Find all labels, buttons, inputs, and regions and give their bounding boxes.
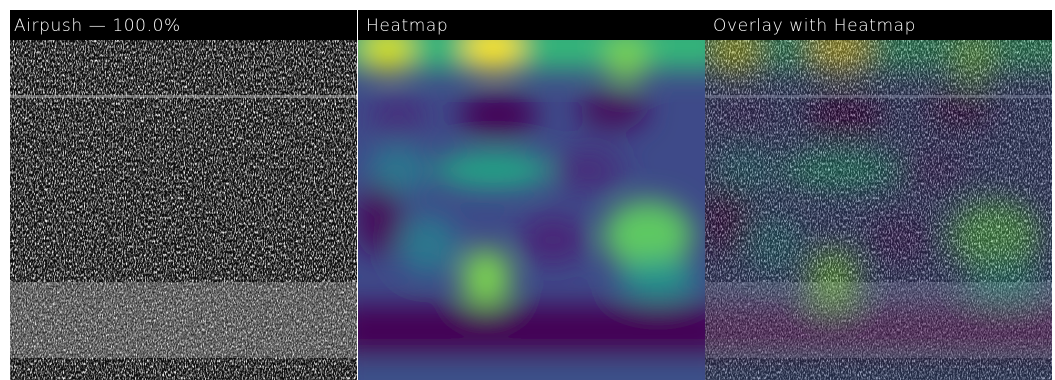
figure: Airpush — 100.0% Heatmap Overlay with He… [0, 0, 1055, 380]
overlay-image [685, 20, 1055, 380]
panel-title: Overlay with Heatmap [713, 16, 916, 36]
panel-title: Airpush — 100.0% [14, 16, 181, 36]
heatmap-image [338, 20, 728, 380]
panel-title: Heatmap [366, 16, 448, 36]
page: {"panels": [{"title": "Airpush — 100.0%"… [0, 0, 1055, 380]
grayscale-image [10, 40, 357, 380]
